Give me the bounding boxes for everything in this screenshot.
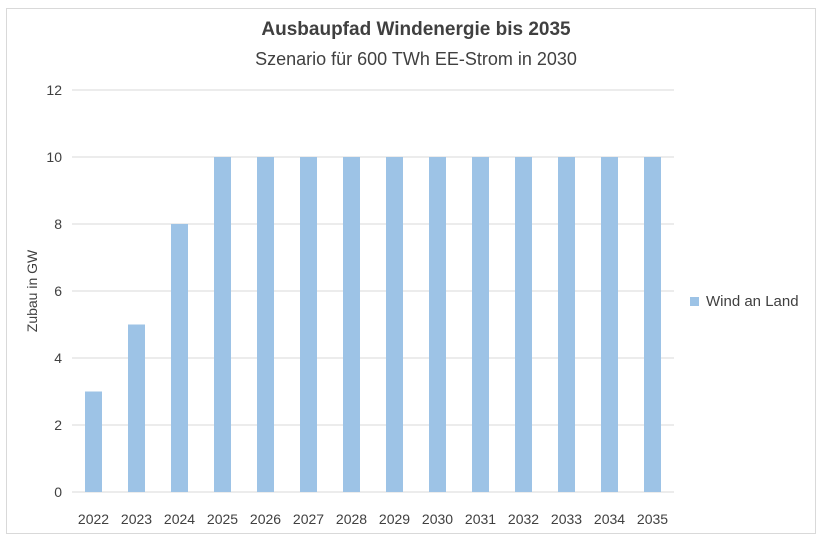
y-tick-label: 12 (46, 82, 62, 98)
bar-2032 (515, 157, 532, 492)
y-tick-label: 8 (54, 216, 62, 232)
x-tick-label-2033: 2033 (551, 511, 582, 527)
bar-2024 (171, 224, 188, 492)
y-tick-label: 10 (46, 149, 62, 165)
gridlines (72, 89, 674, 493)
y-tick-label: 6 (54, 283, 62, 299)
legend-swatch-wind-an-land (690, 297, 699, 306)
x-tick-label-2031: 2031 (465, 511, 496, 527)
bar-2025 (214, 157, 231, 492)
chart-title: Ausbaupfad Windenergie bis 2035 (261, 19, 571, 40)
x-tick-label-2030: 2030 (422, 511, 453, 527)
x-tick-label-2023: 2023 (121, 511, 152, 527)
bar-2027 (300, 157, 317, 492)
x-tick-label-2028: 2028 (336, 511, 367, 527)
bar-2033 (558, 157, 575, 492)
x-axis-ticks: 2022 2023 2024 2025 2026 2027 2028 2029 2030 2031… (78, 511, 668, 527)
x-tick-label-2029: 2029 (379, 511, 410, 527)
x-tick-label-2035: 2035 (637, 511, 668, 527)
y-tick-label: 2 (54, 417, 62, 433)
bar-2035 (644, 157, 661, 492)
x-tick-label-2022: 2022 (78, 511, 109, 527)
x-tick-label-2024: 2024 (164, 511, 195, 527)
bar-2028 (343, 157, 360, 492)
bar-2026 (257, 157, 274, 492)
x-tick-label-2025: 2025 (207, 511, 238, 527)
x-tick-label-2034: 2034 (594, 511, 625, 527)
chart-subtitle: Szenario für 600 TWh EE-Strom in 2030 (255, 49, 577, 69)
bar-2034 (601, 157, 618, 492)
x-tick-label-2026: 2026 (250, 511, 281, 527)
bars (85, 157, 661, 492)
legend: Wind an Land (690, 293, 799, 310)
legend-label-wind-an-land: Wind an Land (706, 293, 799, 310)
bar-2031 (472, 157, 489, 492)
bar-2023 (128, 324, 145, 492)
bar-2029 (386, 157, 403, 492)
bar-2022 (85, 391, 102, 492)
y-tick-label: 4 (54, 350, 62, 366)
y-axis-title: Zubau in GW (24, 249, 40, 332)
y-axis-ticks: 0 2 4 6 8 10 12 (46, 82, 62, 500)
y-tick-label: 0 (54, 484, 62, 500)
x-tick-label-2032: 2032 (508, 511, 539, 527)
x-tick-label-2027: 2027 (293, 511, 324, 527)
bar-2030 (429, 157, 446, 492)
